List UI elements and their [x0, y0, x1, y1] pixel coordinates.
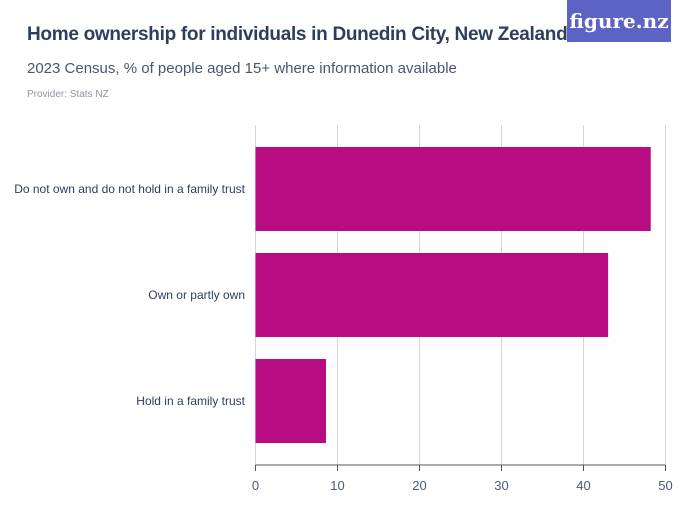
x-tick-label: 40 — [576, 478, 590, 493]
bar — [255, 147, 651, 231]
x-tick-label: 10 — [330, 478, 344, 493]
x-tick-label: 20 — [412, 478, 426, 493]
figure-nz-logo[interactable]: figure.nz — [567, 0, 671, 42]
bar — [255, 359, 327, 443]
chart-title: Home ownership for individuals in Dunedi… — [27, 24, 568, 45]
category-label: Own or partly own — [148, 288, 245, 302]
category-label: Do not own and do not hold in a family t… — [14, 182, 245, 196]
provider-label: Provider: Stats NZ — [27, 89, 109, 100]
bar — [255, 253, 609, 337]
chart-subtitle: 2023 Census, % of people aged 15+ where … — [27, 60, 457, 77]
x-tick-label: 30 — [494, 478, 508, 493]
x-tick-label: 50 — [658, 478, 672, 493]
category-label: Hold in a family trust — [136, 394, 245, 408]
x-tick-label: 0 — [252, 478, 259, 493]
